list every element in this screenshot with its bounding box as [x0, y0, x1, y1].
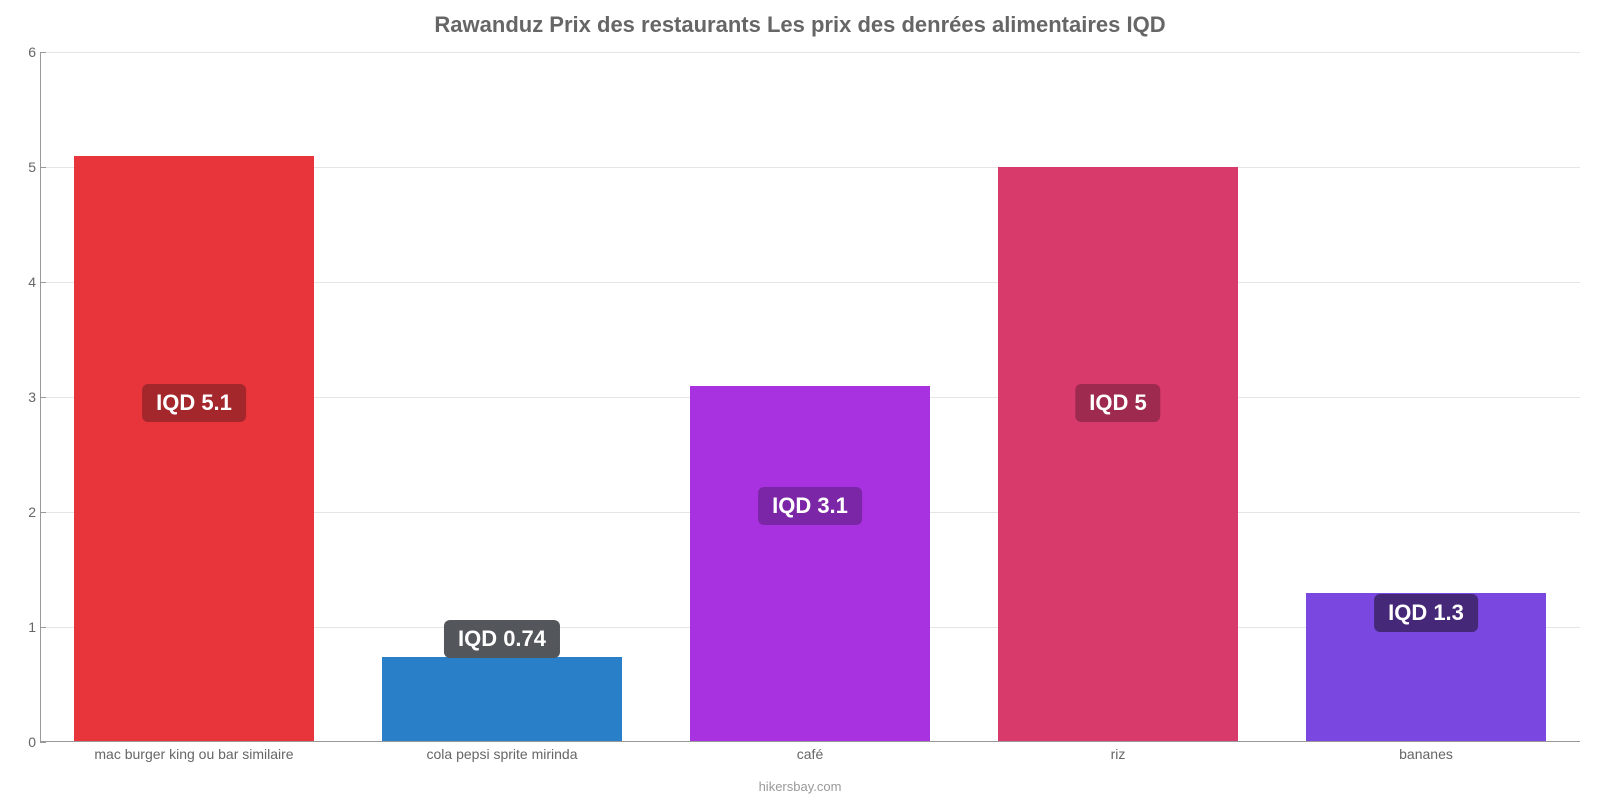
bar-slot: IQD 1.3 [1272, 52, 1580, 742]
bar-slot: IQD 5 [964, 52, 1272, 742]
chart-title: Rawanduz Prix des restaurants Les prix d… [0, 12, 1600, 38]
value-badge: IQD 1.3 [1374, 594, 1478, 632]
y-tick [40, 742, 46, 743]
y-tick-label: 3 [12, 389, 36, 405]
watermark: hikersbay.com [0, 779, 1600, 794]
plot-area: 0123456 IQD 5.1IQD 0.74IQD 3.1IQD 5IQD 1… [40, 52, 1580, 742]
bar-slot: IQD 0.74 [348, 52, 656, 742]
y-tick-label: 6 [12, 44, 36, 60]
bar [690, 386, 930, 743]
value-badge: IQD 5 [1075, 384, 1160, 422]
x-axis-label: cola pepsi sprite mirinda [427, 746, 578, 762]
x-axis-label: mac burger king ou bar similaire [94, 746, 293, 762]
y-tick-label: 5 [12, 159, 36, 175]
price-bar-chart: Rawanduz Prix des restaurants Les prix d… [0, 0, 1600, 800]
bar-slot: IQD 5.1 [40, 52, 348, 742]
value-badge: IQD 5.1 [142, 384, 246, 422]
x-axis-label: riz [1111, 746, 1126, 762]
value-badge: IQD 3.1 [758, 487, 862, 525]
y-tick-label: 1 [12, 619, 36, 635]
x-axis-labels: mac burger king ou bar similaire cola pep… [40, 746, 1580, 766]
bar [382, 657, 622, 742]
y-tick-label: 0 [12, 734, 36, 750]
bar [998, 167, 1238, 742]
x-axis-label: café [797, 746, 823, 762]
y-tick-label: 4 [12, 274, 36, 290]
bar [74, 156, 314, 743]
bars-layer: IQD 5.1 IQD 0.74 IQD 3.1 IQD 5 IQD 1.3 [40, 52, 1580, 742]
bar-slot: IQD 3.1 [656, 52, 964, 742]
y-tick-label: 2 [12, 504, 36, 520]
x-axis [40, 741, 1580, 742]
value-badge: IQD 0.74 [444, 620, 560, 658]
x-axis-label: bananes [1399, 746, 1453, 762]
